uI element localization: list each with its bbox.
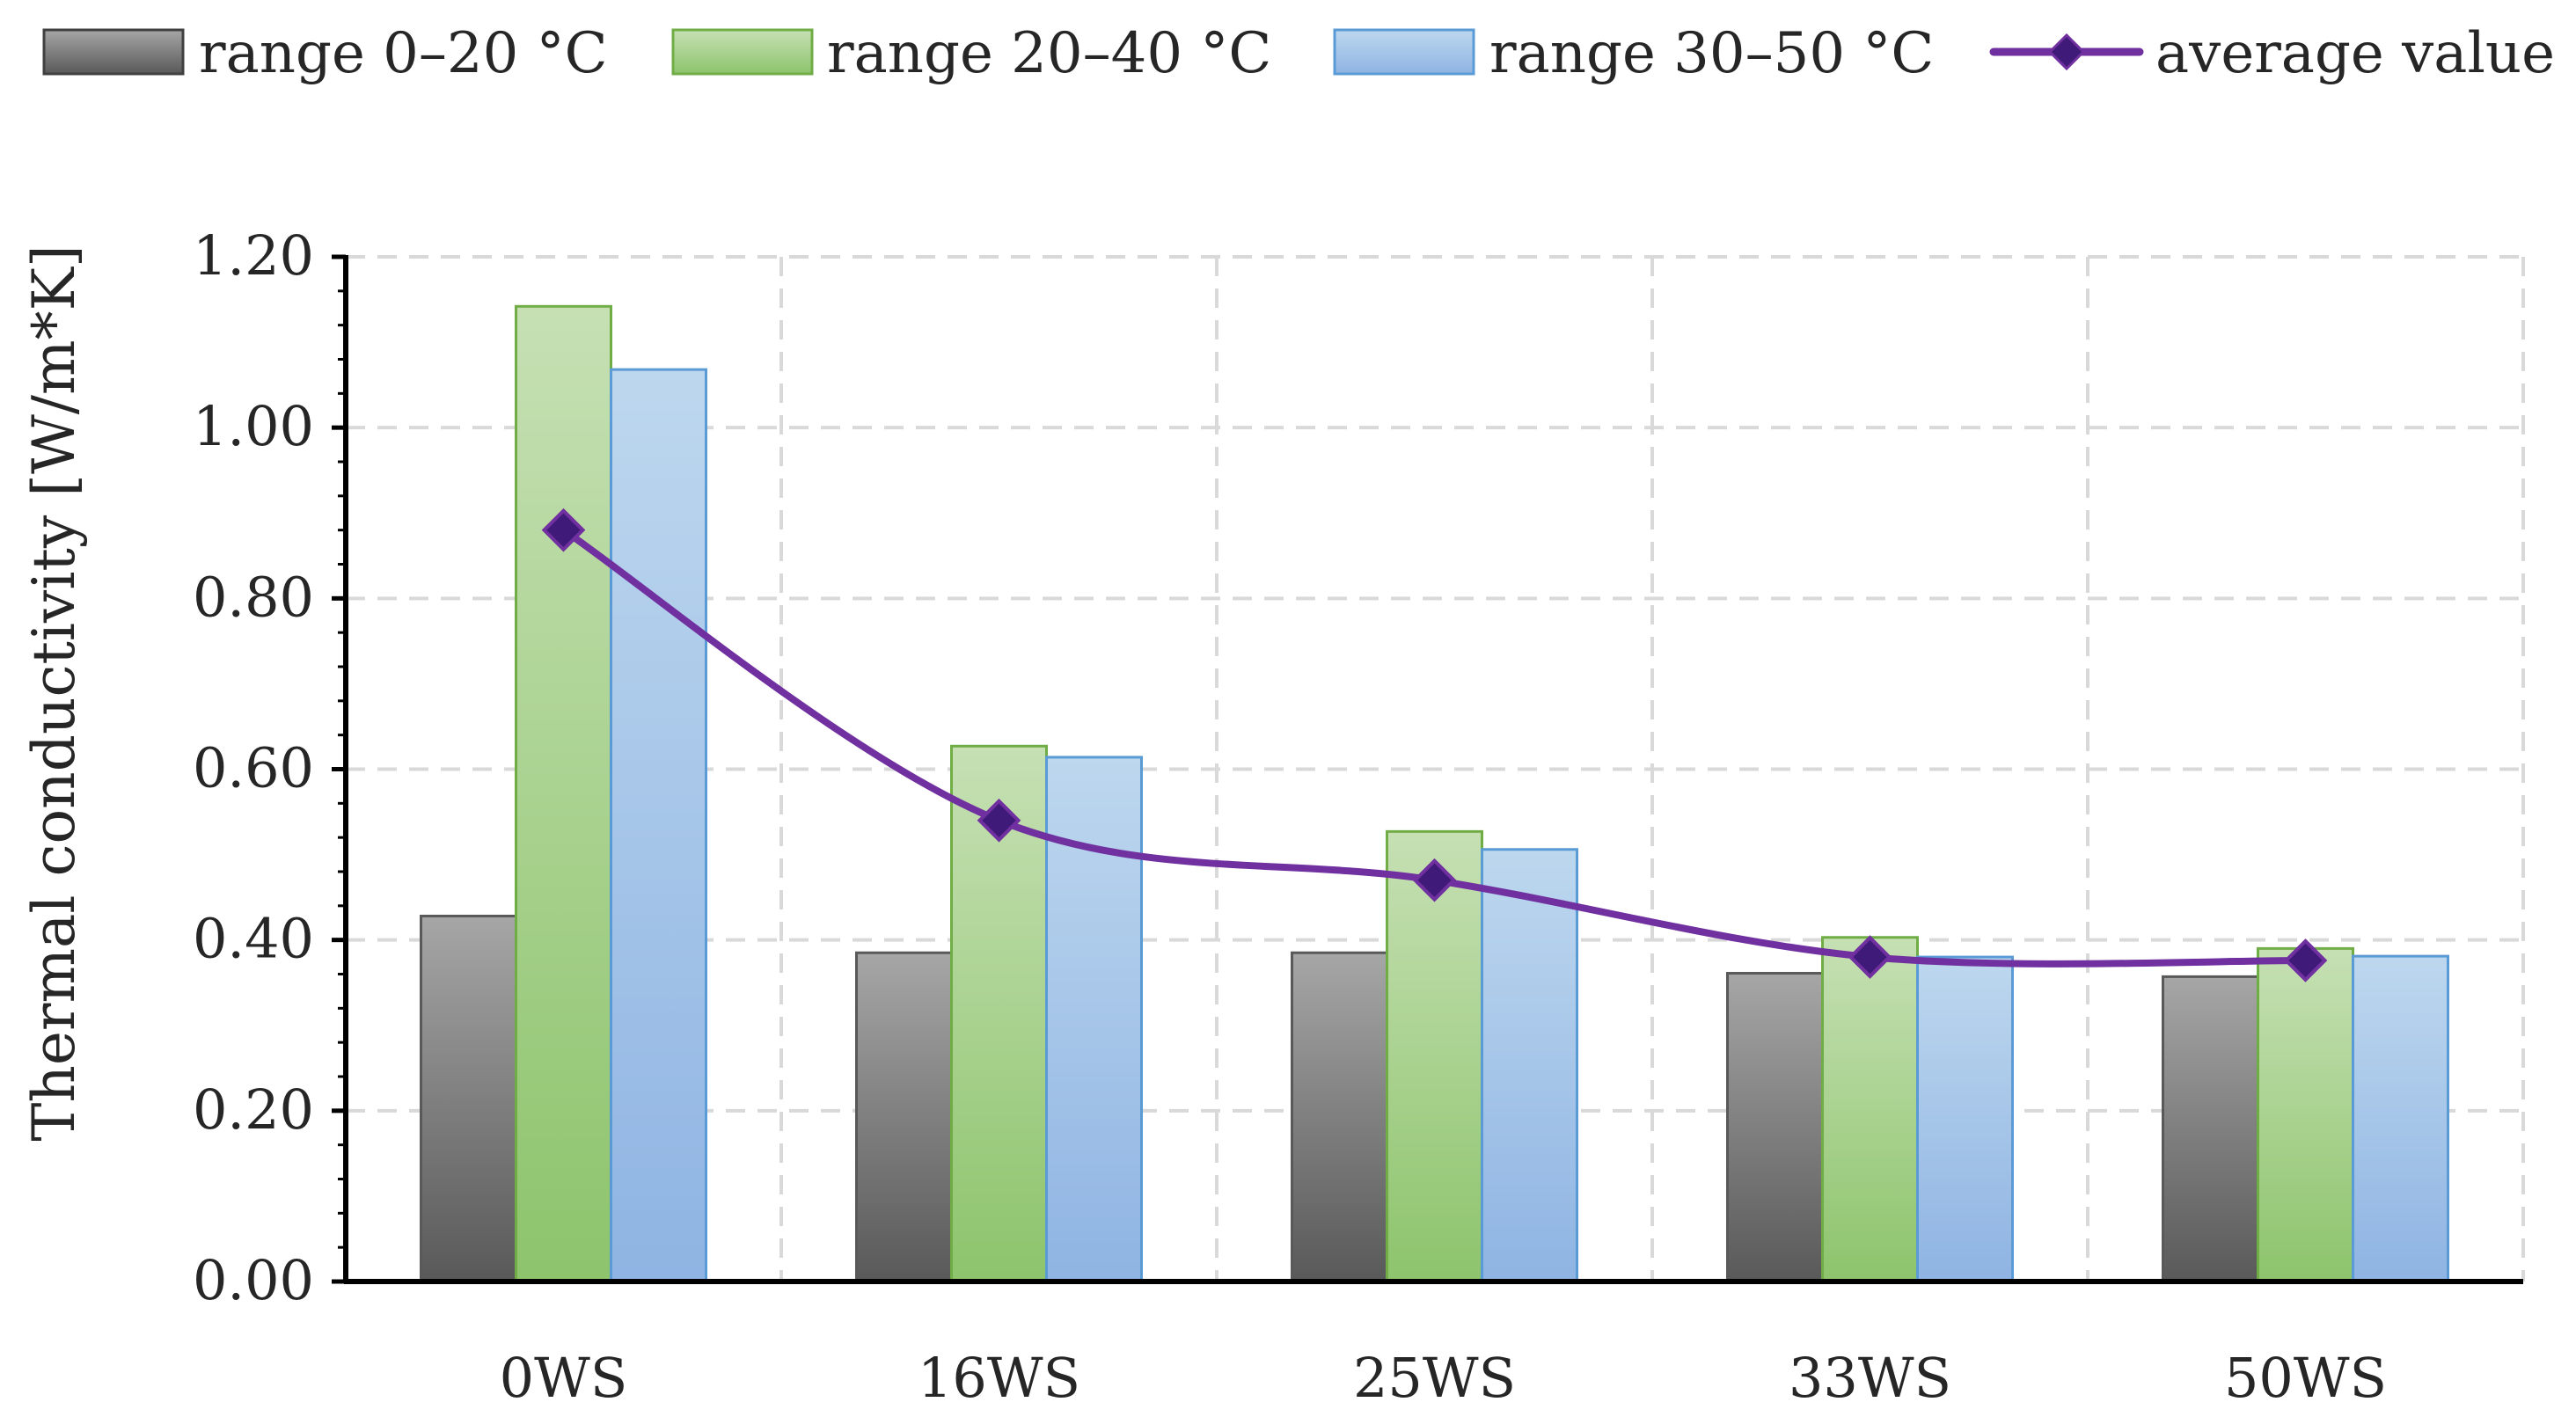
- legend-label-range-0-20: range 0–20 °C: [199, 21, 608, 86]
- legend-label-average: average value: [2155, 21, 2555, 86]
- bar-range-20-40-50ws: [2257, 946, 2354, 1283]
- bar-series: [420, 304, 2449, 1283]
- bar-range-20-40-0ws: [515, 304, 612, 1283]
- y-axis-ticks: 0.00 0.20 0.40 0.60 0.80 1.00 1.20: [193, 223, 314, 1312]
- average-marker-16ws: [977, 798, 1021, 843]
- bar-range-30-50-16ws: [1045, 756, 1143, 1283]
- average-marker-0ws: [541, 508, 586, 552]
- bar-range-0-20-33ws: [1726, 972, 1824, 1283]
- x-tick-label: 0WS: [500, 1346, 628, 1410]
- bar-range-20-40-33ws: [1821, 936, 1919, 1283]
- x-tick-label: 25WS: [1353, 1346, 1516, 1410]
- average-marker-50ws: [2283, 938, 2328, 982]
- x-tick-label: 33WS: [1789, 1346, 1951, 1410]
- y-tick-label: 0.00: [193, 1248, 314, 1312]
- grid-lines: [346, 255, 2525, 1282]
- average-marker-33ws: [1848, 935, 1892, 979]
- bar-range-30-50-33ws: [1916, 955, 2014, 1283]
- y-tick-label: 1.00: [193, 394, 314, 458]
- legend-marker-average: [2047, 33, 2086, 71]
- x-tick-label: 50WS: [2224, 1346, 2387, 1410]
- y-tick-label: 0.20: [193, 1077, 314, 1142]
- axes: [332, 254, 2523, 1284]
- bar-range-30-50-50ws: [2352, 954, 2449, 1283]
- legend-label-range-30-50: range 30–50 °C: [1489, 21, 1934, 86]
- y-axis-title: Thermal conductivity [W/m*K]: [20, 245, 88, 1141]
- x-tick-label: 16WS: [918, 1346, 1080, 1410]
- bar-range-30-50-0ws: [610, 368, 707, 1283]
- legend-swatch-range-0-20: [42, 28, 185, 76]
- legend-swatch-range-20-40: [671, 28, 814, 76]
- bar-range-0-20-50ws: [2162, 975, 2259, 1283]
- chart-legend: range 0–20 °C range 20–40 °C range 30–50…: [42, 21, 2555, 86]
- legend-label-range-20-40: range 20–40 °C: [827, 21, 1271, 86]
- bar-range-0-20-0ws: [420, 914, 517, 1283]
- bar-range-0-20-25ws: [1291, 951, 1388, 1283]
- bar-range-0-20-16ws: [855, 951, 953, 1283]
- average-marker-25ws: [1412, 858, 1457, 902]
- legend-swatch-range-30-50: [1333, 28, 1475, 76]
- y-tick-label: 0.60: [193, 736, 314, 800]
- y-tick-label: 1.20: [193, 223, 314, 288]
- x-axis-ticks: 0WS 16WS 25WS 33WS 50WS: [500, 1346, 2387, 1410]
- average-line-series: [541, 508, 2328, 982]
- bar-range-30-50-25ws: [1481, 848, 1578, 1283]
- y-tick-label: 0.40: [193, 907, 314, 971]
- y-tick-label: 0.80: [193, 565, 314, 629]
